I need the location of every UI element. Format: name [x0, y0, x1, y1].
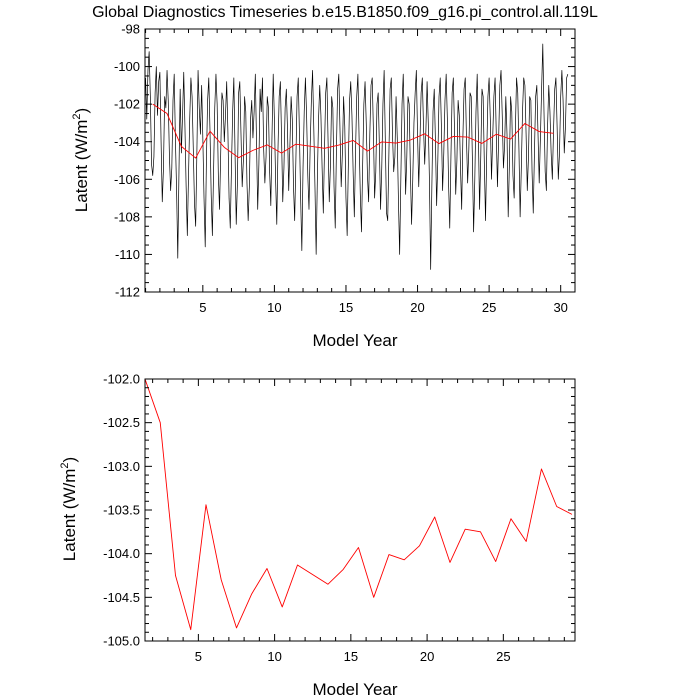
top-ytick-label: -98: [121, 22, 140, 37]
bottom-panel: 5 10 15 20 25 -105.0 -104.5 -104.0 -103.5 -103.0 -…: [59, 372, 576, 699]
bottom-ytick-label: -105.0: [103, 634, 140, 649]
top-ytick-label: -112: [115, 285, 140, 300]
top-ytick-label: -108: [114, 209, 140, 224]
bottom-xtick-label: 5: [195, 649, 202, 664]
top-xtick-label: 10: [267, 300, 281, 315]
bottom-ytick-label: -104.5: [103, 590, 140, 605]
bottom-xtick-label: 10: [267, 649, 281, 664]
top-ytick-label: -100: [114, 59, 140, 74]
bottom-tick-labels: 5 10 15 20 25 -105.0 -104.5 -104.0 -103.5 -103.0 -…: [103, 372, 510, 665]
bottom-xtick-label: 15: [344, 649, 358, 664]
bottom-ytick-label: -102.0: [103, 372, 140, 387]
top-ytick-label: -110: [115, 247, 140, 262]
bottom-xlabel: Model Year: [312, 680, 397, 699]
bottom-xtick-label: 20: [420, 649, 434, 664]
bottom-ticks: [145, 378, 575, 642]
bottom-ylabel: Latent (W/m2): [59, 457, 79, 561]
top-xtick-label: 15: [339, 300, 353, 315]
bottom-ytick-label: -103.0: [103, 459, 140, 474]
bottom-xtick-label: 25: [496, 649, 510, 664]
top-xlabel: Model Year: [312, 331, 397, 350]
top-xtick-label: 30: [553, 300, 567, 315]
top-series-monthly-line: [145, 43, 569, 270]
top-ylabel-main: Latent (W/m: [72, 120, 91, 213]
top-ticks: [145, 28, 576, 293]
top-ytick-label: -104: [114, 134, 140, 149]
top-ylabel-close: ): [72, 108, 91, 114]
top-xtick-label: 25: [482, 300, 496, 315]
top-xtick-label: 20: [410, 300, 424, 315]
bottom-ylabel-close: ): [60, 457, 79, 463]
top-tick-labels: 5 10 15 20 25 30 -112 -110 -108 -106 -104 -102 -100 -…: [114, 22, 568, 316]
bottom-ylabel-sup: 2: [59, 462, 71, 468]
bottom-ylabel-main: Latent (W/m: [60, 469, 79, 562]
bottom-ytick-label: -104.0: [103, 546, 140, 561]
top-series-annual-mean-line: [152, 103, 554, 159]
top-xtick-label: 5: [199, 300, 206, 315]
bottom-ytick-label: -103.5: [103, 503, 140, 518]
top-panel: 5 10 15 20 25 30 -112 -110 -108 -106 -104 -102 -100 -…: [71, 22, 576, 350]
top-ylabel-sup: 2: [71, 113, 83, 119]
top-ytick-label: -102: [114, 97, 140, 112]
bottom-series-annual-mean-line: [145, 379, 573, 631]
chart-title: Global Diagnostics Timeseries b.e15.B185…: [92, 4, 598, 21]
top-ytick-label: -106: [114, 172, 140, 187]
bottom-ytick-label: -102.5: [103, 415, 140, 430]
top-ylabel: Latent (W/m2): [71, 108, 91, 212]
